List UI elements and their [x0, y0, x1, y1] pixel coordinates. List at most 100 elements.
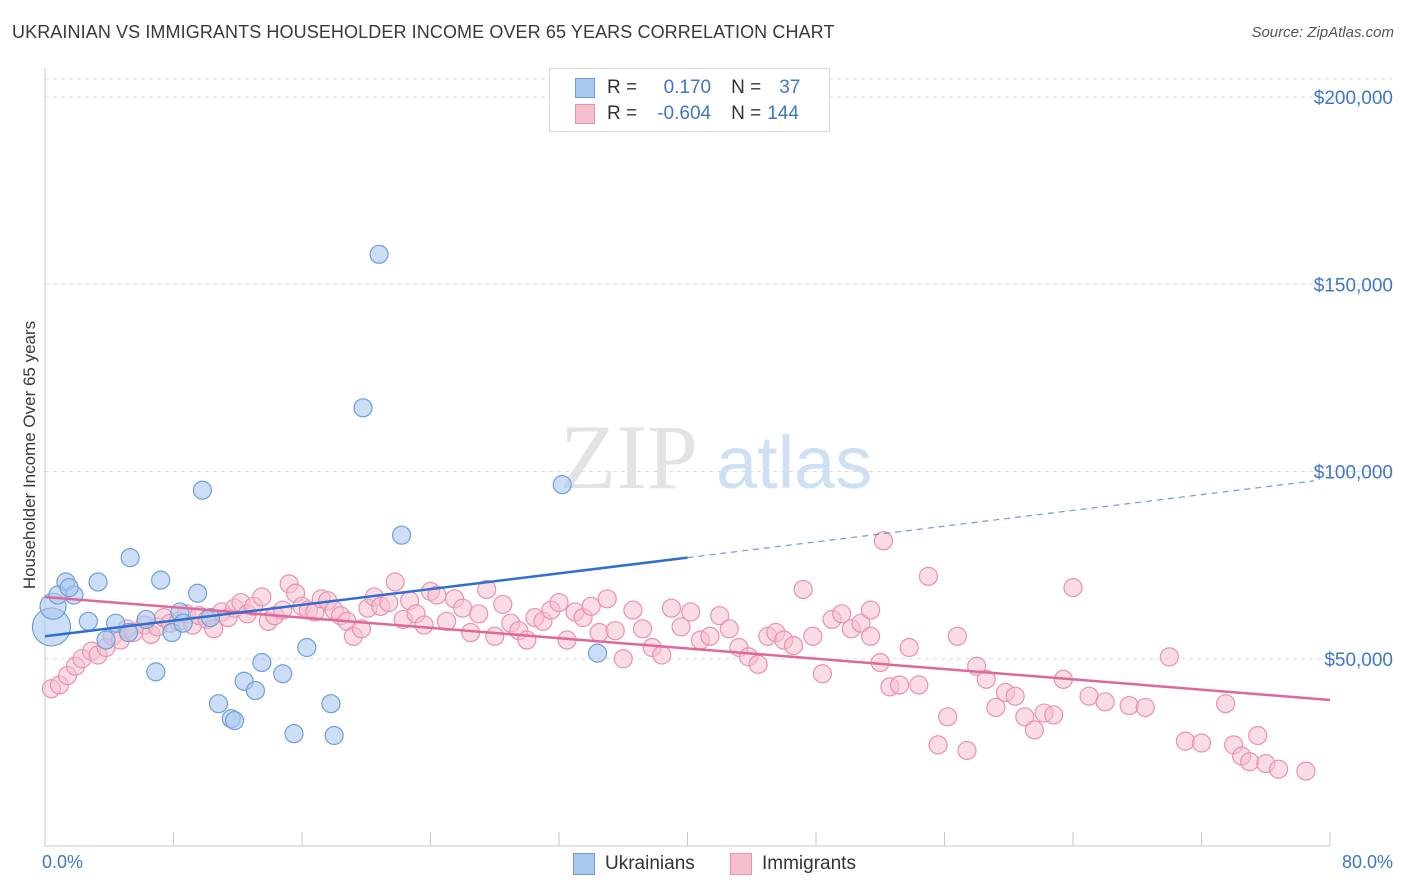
ukrainians-point — [369, 244, 389, 264]
immigrants-point — [947, 626, 967, 646]
immigrants-point — [1079, 686, 1099, 706]
immigrants-point — [379, 592, 399, 613]
legend-r-value: -0.604 — [657, 103, 712, 124]
ukrainians-point — [321, 694, 341, 714]
ukrainians-point — [146, 662, 166, 682]
ukrainians-point — [96, 630, 116, 650]
watermark-atlas: atlas — [716, 421, 872, 504]
immigrants-point — [1240, 752, 1260, 772]
immigrants-swatch — [575, 104, 595, 124]
immigrants-point — [597, 589, 617, 609]
immigrants-point — [861, 600, 881, 620]
ukrainians-point — [324, 725, 344, 746]
ukrainians-swatch — [575, 78, 595, 98]
legend-r-label: R = — [607, 103, 638, 124]
source-label: Source: ZipAtlas.com — [1251, 24, 1394, 41]
immigrants-point — [748, 654, 768, 674]
immigrants-trend-line — [44, 595, 1331, 702]
watermark: ZIP atlas — [560, 406, 872, 508]
legend-n-value: 144 — [767, 103, 799, 124]
chart-title: UKRAINIAN VS IMMIGRANTS HOUSEHOLDER INCO… — [12, 22, 835, 42]
immigrants-points — [41, 531, 1316, 781]
immigrants-point — [928, 735, 948, 755]
ukrainians-point — [118, 622, 139, 643]
immigrants-point — [957, 740, 977, 761]
legend-row-ukrainians: R = 0.170 N = 37 — [575, 76, 800, 100]
legend-n-value: 37 — [779, 77, 801, 98]
legend-row-immigrants: R = -0.604 N = 144 — [575, 102, 799, 126]
ukrainians-point — [252, 652, 272, 673]
immigrants-point — [1095, 692, 1115, 712]
immigrants-point — [351, 619, 372, 639]
ukrainians-point — [78, 611, 98, 631]
ukrainians-points — [31, 244, 608, 746]
ukrainians-point — [224, 710, 245, 731]
ukrainians-point — [187, 583, 208, 603]
immigrants-point — [671, 617, 691, 637]
immigrants-point — [623, 600, 643, 620]
immigrants-point — [976, 669, 996, 689]
ukrainians-point — [284, 724, 304, 744]
ukrainians-point — [151, 570, 171, 590]
ukrainians-trend-line — [44, 556, 688, 638]
immigrants-point — [986, 697, 1006, 718]
immigrants-point — [832, 604, 852, 624]
ukrainians-point — [208, 694, 229, 714]
immigrants-point — [652, 645, 672, 665]
immigrants-point — [793, 579, 813, 600]
immigrants-point — [899, 637, 919, 658]
ukrainians-point — [353, 398, 373, 418]
immigrants-point — [889, 675, 910, 695]
immigrants-point — [485, 626, 505, 646]
y-tick-label: $100,000 — [1314, 463, 1393, 484]
immigrants-point — [851, 613, 871, 633]
legend-r-value: 0.170 — [663, 77, 712, 98]
immigrants-point — [469, 604, 489, 624]
watermark-zip: ZIP — [560, 406, 698, 508]
ukrainians-point — [120, 548, 140, 568]
immigrants-point — [783, 636, 804, 656]
immigrants-point — [661, 598, 682, 618]
legend-r-label: R = — [607, 77, 638, 98]
immigrants-point — [1215, 694, 1236, 714]
immigrants-point — [1175, 731, 1196, 751]
immigrants-point — [719, 619, 739, 639]
ukrainians-point — [173, 613, 193, 633]
ukrainians-point — [297, 637, 317, 658]
immigrants-point — [1015, 707, 1035, 727]
x-tick-label-max: 80.0% — [1341, 852, 1393, 872]
immigrants-point — [1159, 647, 1179, 667]
y-tick-label: $150,000 — [1314, 275, 1393, 296]
bottom-legend-label: Ukrainians — [605, 853, 695, 874]
immigrants-point — [1248, 725, 1268, 746]
immigrants-point — [1296, 761, 1316, 781]
immigrants-point — [873, 531, 894, 551]
immigrants-point — [1024, 720, 1045, 740]
immigrants-point — [414, 615, 434, 635]
immigrants-point — [1268, 759, 1289, 779]
ukrainians-point — [192, 480, 213, 500]
ukrainians-point — [391, 525, 412, 545]
bottom-legend-ukrainians: Ukrainians — [573, 852, 695, 876]
immigrants-point — [812, 664, 833, 684]
immigrants-point — [252, 587, 272, 607]
immigrants-point — [1191, 733, 1212, 753]
immigrants-point — [549, 592, 569, 613]
immigrants-point — [1044, 705, 1064, 725]
immigrants-point — [918, 566, 939, 586]
immigrants-point — [477, 579, 497, 600]
immigrants-point — [803, 626, 823, 646]
immigrants-point — [385, 572, 405, 592]
immigrants-point — [710, 606, 730, 626]
immigrants-point — [909, 675, 929, 695]
bottom-legend-label: Immigrants — [762, 853, 856, 874]
immigrants-point — [861, 626, 881, 646]
x-tick-label-min: 0.0% — [42, 852, 84, 872]
y-tick-label: $50,000 — [1324, 650, 1393, 671]
immigrants-point — [1063, 577, 1083, 598]
y-tick-labels: $50,000 $100,000 $150,000 $200,000 — [1314, 88, 1393, 671]
immigrants-point — [589, 622, 609, 643]
ukrainians-point — [59, 577, 79, 598]
immigrants-point — [632, 619, 653, 639]
ukrainians-point — [273, 664, 293, 684]
